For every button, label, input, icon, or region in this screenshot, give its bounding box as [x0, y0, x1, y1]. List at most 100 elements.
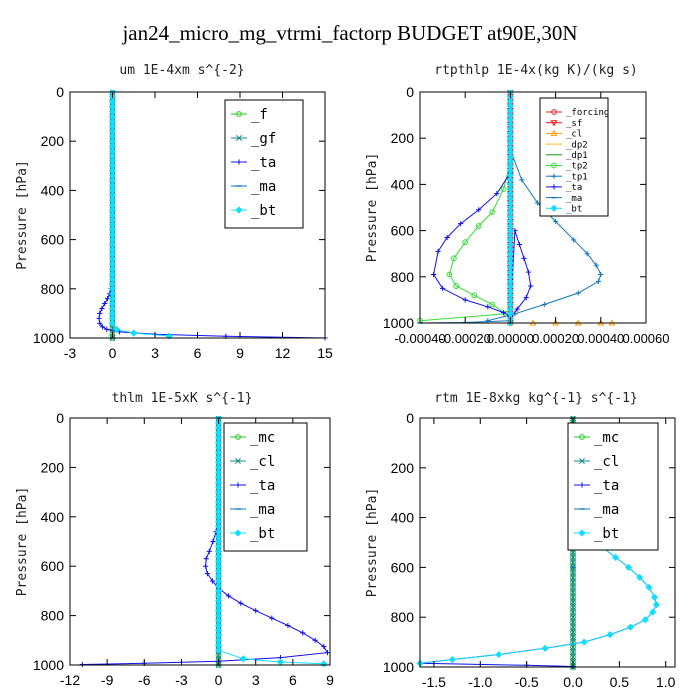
data-point — [593, 262, 599, 268]
data-point — [495, 650, 503, 659]
chart-panel-1: um 1E-4xm s^{-2} Pressure [hPa] 0 200 400 600… — [15, 63, 333, 361]
data-point — [320, 660, 328, 668]
y-tick-label: 1000 — [383, 315, 414, 331]
legend-label: _cl — [250, 454, 275, 470]
legend-label: _ma — [250, 502, 275, 518]
legend-entry: _bt — [231, 203, 276, 219]
legend-entry: _f — [231, 107, 268, 123]
panel-title: rtpthlp 1E-4x(kg K)/(kg s) — [434, 63, 638, 78]
data-point — [209, 578, 215, 584]
data-point — [451, 255, 457, 262]
data-point — [494, 191, 500, 197]
series-bt — [506, 90, 514, 327]
x-tick-label: 0.0 — [563, 674, 583, 690]
y-tick-label: 1000 — [33, 330, 64, 346]
data-point — [553, 218, 559, 224]
legend-swatch-marker — [234, 529, 242, 537]
data-point — [321, 643, 327, 650]
x-tick-label: -9 — [101, 672, 114, 688]
data-point — [102, 300, 108, 307]
data-point — [462, 239, 469, 246]
data-point — [476, 207, 482, 213]
x-tick-label: 0 — [215, 672, 223, 688]
legend-entry: _cl — [230, 454, 275, 470]
data-point — [580, 638, 588, 646]
series-line — [419, 161, 511, 322]
y-tick-label: 600 — [391, 559, 415, 575]
legend-entry: _bt — [230, 526, 275, 542]
data-point — [269, 615, 275, 621]
figure-title: jan24_micro_mg_vtrmi_factorp BUDGET at90… — [121, 21, 577, 45]
data-point — [130, 329, 138, 337]
x-tick-label: 1.0 — [656, 674, 676, 690]
y-tick-label: 0 — [56, 410, 64, 426]
y-axis-label: Pressure [hPa] — [365, 488, 380, 598]
data-point — [462, 297, 468, 303]
legend-entry: _dp2 — [546, 140, 588, 150]
legend-label: _gf — [251, 131, 276, 147]
y-tick-label: 0 — [406, 410, 414, 426]
legend-entry: _ta — [230, 478, 275, 494]
data-point — [575, 290, 581, 296]
series-ta — [430, 170, 534, 321]
legend-entry: _bt — [546, 204, 582, 214]
data-point — [534, 200, 541, 206]
y-tick-label: 600 — [391, 223, 415, 239]
legend: _mc _cl _ta _ma _bt — [223, 422, 308, 552]
x-tick-label: -3 — [175, 672, 188, 688]
legend-label: _mc — [594, 430, 619, 446]
legend-entry: _ta — [546, 183, 582, 193]
data-point — [500, 186, 507, 192]
data-point — [649, 608, 657, 616]
data-point — [471, 292, 478, 299]
data-point — [444, 234, 450, 241]
data-point — [253, 608, 259, 614]
x-tick-label: -6 — [138, 672, 151, 688]
legend-entry: _ma — [546, 194, 582, 204]
data-point — [276, 658, 285, 666]
data-point — [652, 601, 661, 609]
legend-swatch-marker — [551, 109, 557, 115]
legend-label: _mc — [250, 430, 275, 446]
panel-title: thlm 1E-5xK s^{-1} — [112, 391, 253, 406]
plot-area — [417, 90, 616, 327]
legend-label: _sf — [566, 119, 582, 129]
y-tick-label: 1000 — [383, 659, 414, 675]
x-tick-label: -1.5 — [422, 674, 446, 690]
legend-swatch-marker — [579, 482, 585, 488]
legend: _f _gf _ta _ma _bt — [224, 99, 304, 229]
x-tick-label: 0.00000 — [487, 331, 534, 346]
data-point — [475, 223, 482, 229]
y-tick-label: 800 — [391, 269, 415, 285]
data-point — [626, 623, 635, 631]
legend: _mc _cl _ta _ma _bt — [567, 422, 659, 551]
data-point — [285, 622, 291, 629]
y-axis-label: Pressure [hPa] — [365, 153, 380, 263]
data-point — [514, 306, 520, 312]
data-point — [99, 324, 106, 330]
x-tick-label: 0.5 — [610, 674, 630, 690]
legend-box — [539, 97, 609, 217]
data-point — [324, 650, 331, 656]
x-tick-label: 12 — [275, 345, 291, 361]
x-tick-label: -3 — [64, 345, 77, 361]
legend-label: _ma — [594, 502, 619, 518]
chart-panel-2: rtpthlp 1E-4x(kg K)/(kg s) Pressure [hPa]… — [365, 63, 670, 346]
legend-label: _ma — [566, 194, 582, 204]
data-point — [300, 630, 306, 636]
data-point — [430, 271, 437, 278]
data-point — [528, 283, 534, 289]
data-point — [485, 318, 491, 324]
series-line — [433, 172, 532, 319]
plot-frame — [69, 417, 331, 666]
data-point — [458, 221, 464, 227]
data-point — [239, 655, 247, 663]
legend-swatch-marker — [551, 173, 557, 179]
data-point — [202, 563, 209, 569]
plot-area — [79, 416, 331, 668]
legend-label: _ta — [251, 155, 276, 171]
y-tick-label: 0 — [56, 84, 64, 100]
data-point — [108, 319, 117, 327]
data-point — [489, 209, 496, 216]
